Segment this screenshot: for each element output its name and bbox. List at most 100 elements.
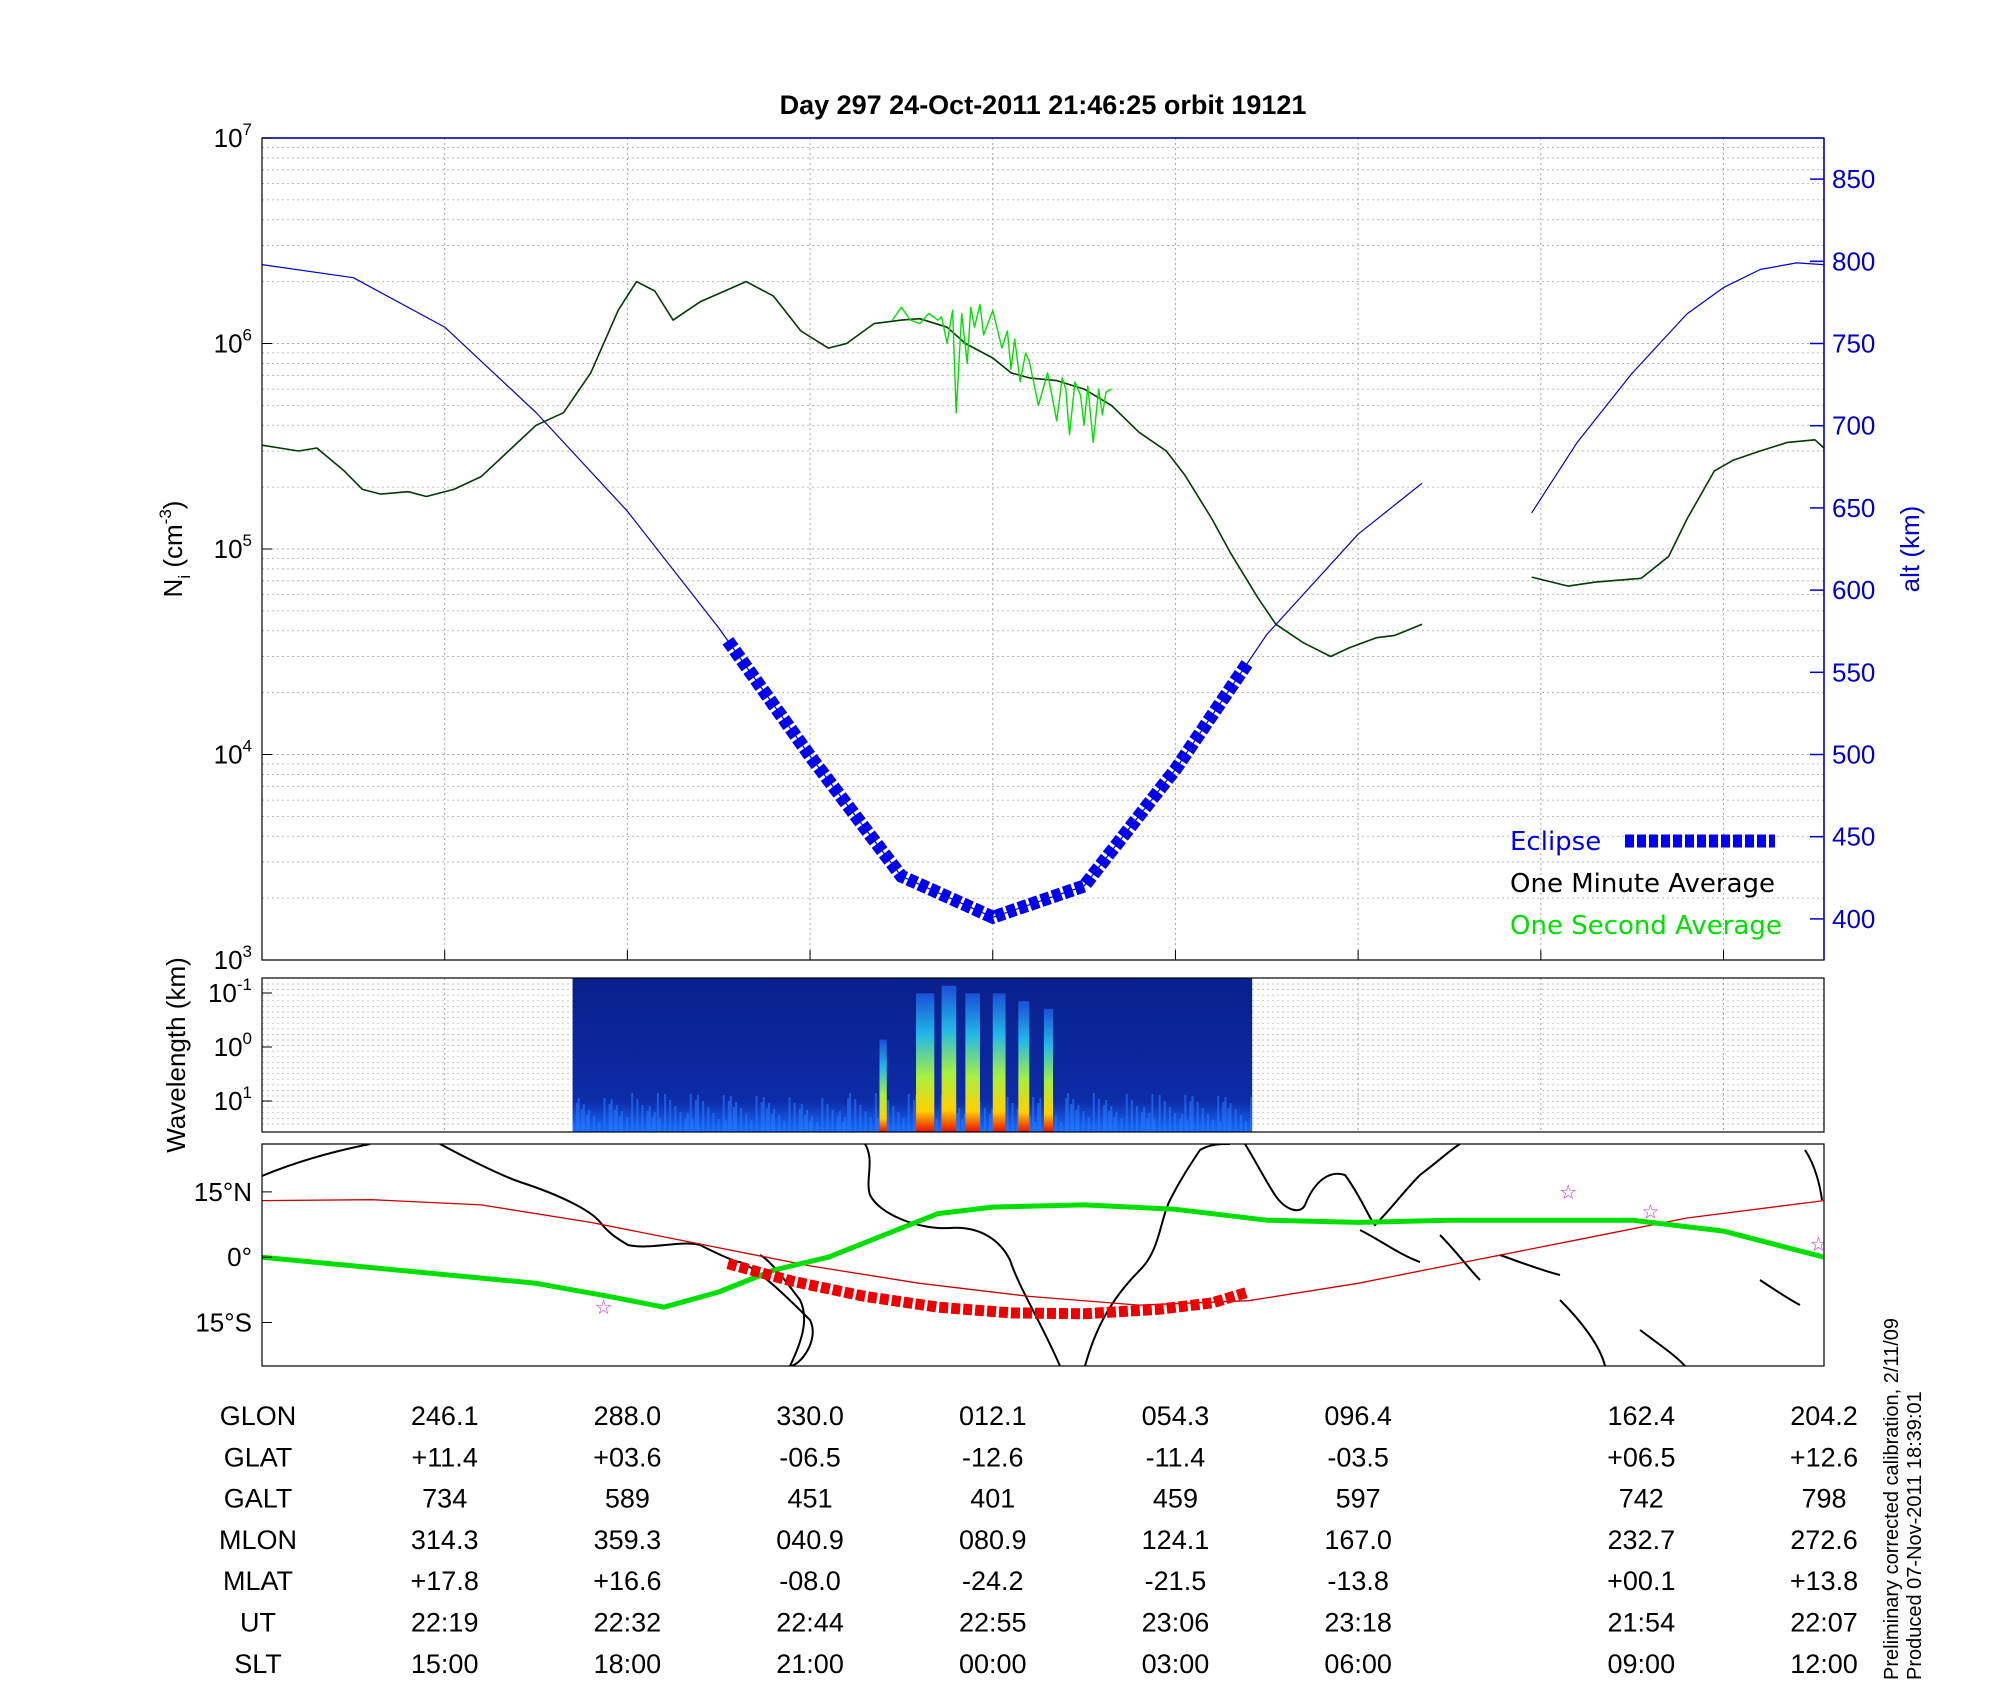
spectrogram-texture bbox=[658, 1118, 661, 1132]
table-cell: 23:06 bbox=[1142, 1608, 1210, 1638]
table-cell: 21:54 bbox=[1608, 1608, 1676, 1638]
right-y-ticks: 400 450 500 550 600 650 700 750 800 850 bbox=[1810, 164, 1875, 934]
spectrogram-texture bbox=[1151, 1094, 1154, 1132]
spectrogram-texture bbox=[572, 1122, 575, 1132]
spectrogram-texture bbox=[577, 1098, 580, 1132]
spectrogram-image bbox=[572, 978, 1253, 1132]
left-y-ticks: 103 104 105 106 107 bbox=[214, 120, 272, 975]
altitude-line-late bbox=[1531, 262, 1824, 514]
spectrogram-texture bbox=[1196, 1102, 1199, 1132]
spectrogram-y-ticks: 101 100 10-1 bbox=[208, 975, 272, 1116]
spectrogram-texture bbox=[821, 1098, 824, 1132]
table-cell: 06:00 bbox=[1324, 1649, 1392, 1679]
right-y-tick-label: 750 bbox=[1832, 329, 1875, 359]
spectrogram-texture bbox=[793, 1103, 796, 1132]
spectrogram-texture bbox=[664, 1094, 667, 1132]
table-cell: -11.4 bbox=[1146, 1442, 1206, 1472]
spectrogram-texture bbox=[869, 1117, 872, 1132]
spectrogram-texture bbox=[750, 1120, 753, 1132]
spectrogram-texture bbox=[1092, 1093, 1095, 1132]
table-cell: 080.9 bbox=[959, 1525, 1027, 1555]
table-row-label: SLT bbox=[234, 1649, 282, 1679]
spectrogram-texture bbox=[729, 1096, 732, 1132]
left-y-tick-label: 107 bbox=[214, 120, 252, 153]
table-row-label: MLAT bbox=[223, 1566, 293, 1596]
spectrogram-texture bbox=[653, 1112, 656, 1132]
table-cell: 18:00 bbox=[594, 1649, 662, 1679]
spectrogram-texture bbox=[767, 1103, 770, 1132]
spectrogram-texture bbox=[641, 1105, 644, 1132]
legend: Eclipse One Minute Average One Second Av… bbox=[1510, 827, 1782, 941]
spectrogram-texture bbox=[727, 1101, 730, 1132]
spectrogram-burst bbox=[1018, 1001, 1030, 1132]
spectrogram-texture bbox=[724, 1120, 727, 1132]
spectrogram-texture bbox=[1174, 1113, 1177, 1132]
table-row-label: UT bbox=[240, 1608, 276, 1638]
table-cell: +13.8 bbox=[1790, 1566, 1858, 1596]
map-y-tick-label: 15°N bbox=[194, 1177, 252, 1207]
map-y-ticks: 15°N 0° 15°S bbox=[194, 1177, 272, 1337]
table-cell: 22:32 bbox=[594, 1608, 662, 1638]
calibration-note: Preliminary corrected calibration, 2/11/… bbox=[1881, 1318, 1903, 1680]
spectrogram-texture bbox=[618, 1116, 621, 1132]
spectrogram-texture bbox=[740, 1108, 743, 1132]
spectrogram-texture bbox=[1108, 1111, 1111, 1132]
spectrogram-texture bbox=[656, 1093, 659, 1132]
spectrogram-texture bbox=[803, 1115, 806, 1132]
table-cell: -24.2 bbox=[962, 1566, 1024, 1596]
spectrogram-texture bbox=[1087, 1117, 1090, 1132]
table-cell: +00.1 bbox=[1607, 1566, 1675, 1596]
spectrogram-texture bbox=[836, 1116, 839, 1132]
spectrogram-texture bbox=[620, 1111, 623, 1132]
spectrogram-texture bbox=[593, 1116, 596, 1132]
spectrogram-texture bbox=[684, 1118, 687, 1132]
table-cell: 359.3 bbox=[594, 1525, 662, 1555]
produced-note: Produced 07-Nov-2011 18:39:01 bbox=[1904, 1391, 1926, 1680]
wavelength-spectrogram-panel: 101 100 10-1 Wavelength (km) bbox=[161, 957, 1825, 1153]
legend-eclipse-label: Eclipse bbox=[1510, 827, 1601, 857]
spectrogram-texture bbox=[773, 1109, 776, 1132]
table-cell: 22:44 bbox=[776, 1608, 844, 1638]
spectrogram-burst bbox=[941, 985, 957, 1132]
spectrogram-texture bbox=[765, 1108, 768, 1132]
left-y-tick-label: 106 bbox=[214, 326, 252, 359]
spectrogram-texture bbox=[1011, 1103, 1014, 1132]
table-cell: 12:00 bbox=[1790, 1649, 1858, 1679]
spectrogram-texture bbox=[669, 1100, 672, 1132]
table-cell: 22:19 bbox=[411, 1608, 479, 1638]
spectrogram-texture bbox=[912, 1100, 915, 1132]
table-cell: 162.4 bbox=[1608, 1401, 1676, 1431]
spectrogram-texture bbox=[1039, 1098, 1042, 1132]
spectrogram-burst bbox=[916, 993, 935, 1132]
legend-one-second-label: One Second Average bbox=[1510, 911, 1782, 941]
spectrogram-texture bbox=[674, 1106, 677, 1132]
ion-density-panel: 103 104 105 106 107 400 450 500 550 600 650 700 750… bbox=[156, 120, 1925, 975]
spectrogram-texture bbox=[771, 1114, 774, 1132]
spectrogram-texture bbox=[809, 1121, 812, 1132]
spectrogram-texture bbox=[788, 1097, 791, 1132]
spectrogram-texture bbox=[1037, 1103, 1040, 1132]
table-row-label: GALT bbox=[224, 1484, 293, 1514]
spectrogram-texture bbox=[1181, 1114, 1184, 1132]
chart-title: Day 297 24-Oct-2011 21:46:25 orbit 19121 bbox=[780, 90, 1307, 120]
spectrogram-texture bbox=[1065, 1098, 1068, 1132]
spectrogram-texture bbox=[1072, 1099, 1075, 1132]
table-cell: 22:55 bbox=[959, 1608, 1027, 1638]
spectrogram-texture bbox=[1059, 1122, 1062, 1132]
one-second-average-line bbox=[891, 303, 1112, 444]
table-cell: -13.8 bbox=[1327, 1566, 1389, 1596]
table-cell: 22:07 bbox=[1790, 1608, 1858, 1638]
table-cell: -03.5 bbox=[1327, 1442, 1389, 1472]
spectrogram-texture bbox=[717, 1119, 720, 1132]
right-y-tick-label: 400 bbox=[1832, 904, 1875, 934]
spectrogram-texture bbox=[1191, 1096, 1194, 1132]
spectrogram-burst bbox=[1043, 1008, 1054, 1132]
orbit-track-line bbox=[262, 1202, 1824, 1310]
spectrogram-texture bbox=[859, 1105, 862, 1132]
spectrogram-background bbox=[572, 978, 1253, 1132]
table-cell: 246.1 bbox=[411, 1401, 479, 1431]
spectrogram-texture bbox=[580, 1109, 583, 1132]
spectrogram-texture bbox=[598, 1122, 601, 1132]
spectrogram-texture bbox=[575, 1103, 578, 1132]
table-cell: -06.5 bbox=[779, 1442, 841, 1472]
